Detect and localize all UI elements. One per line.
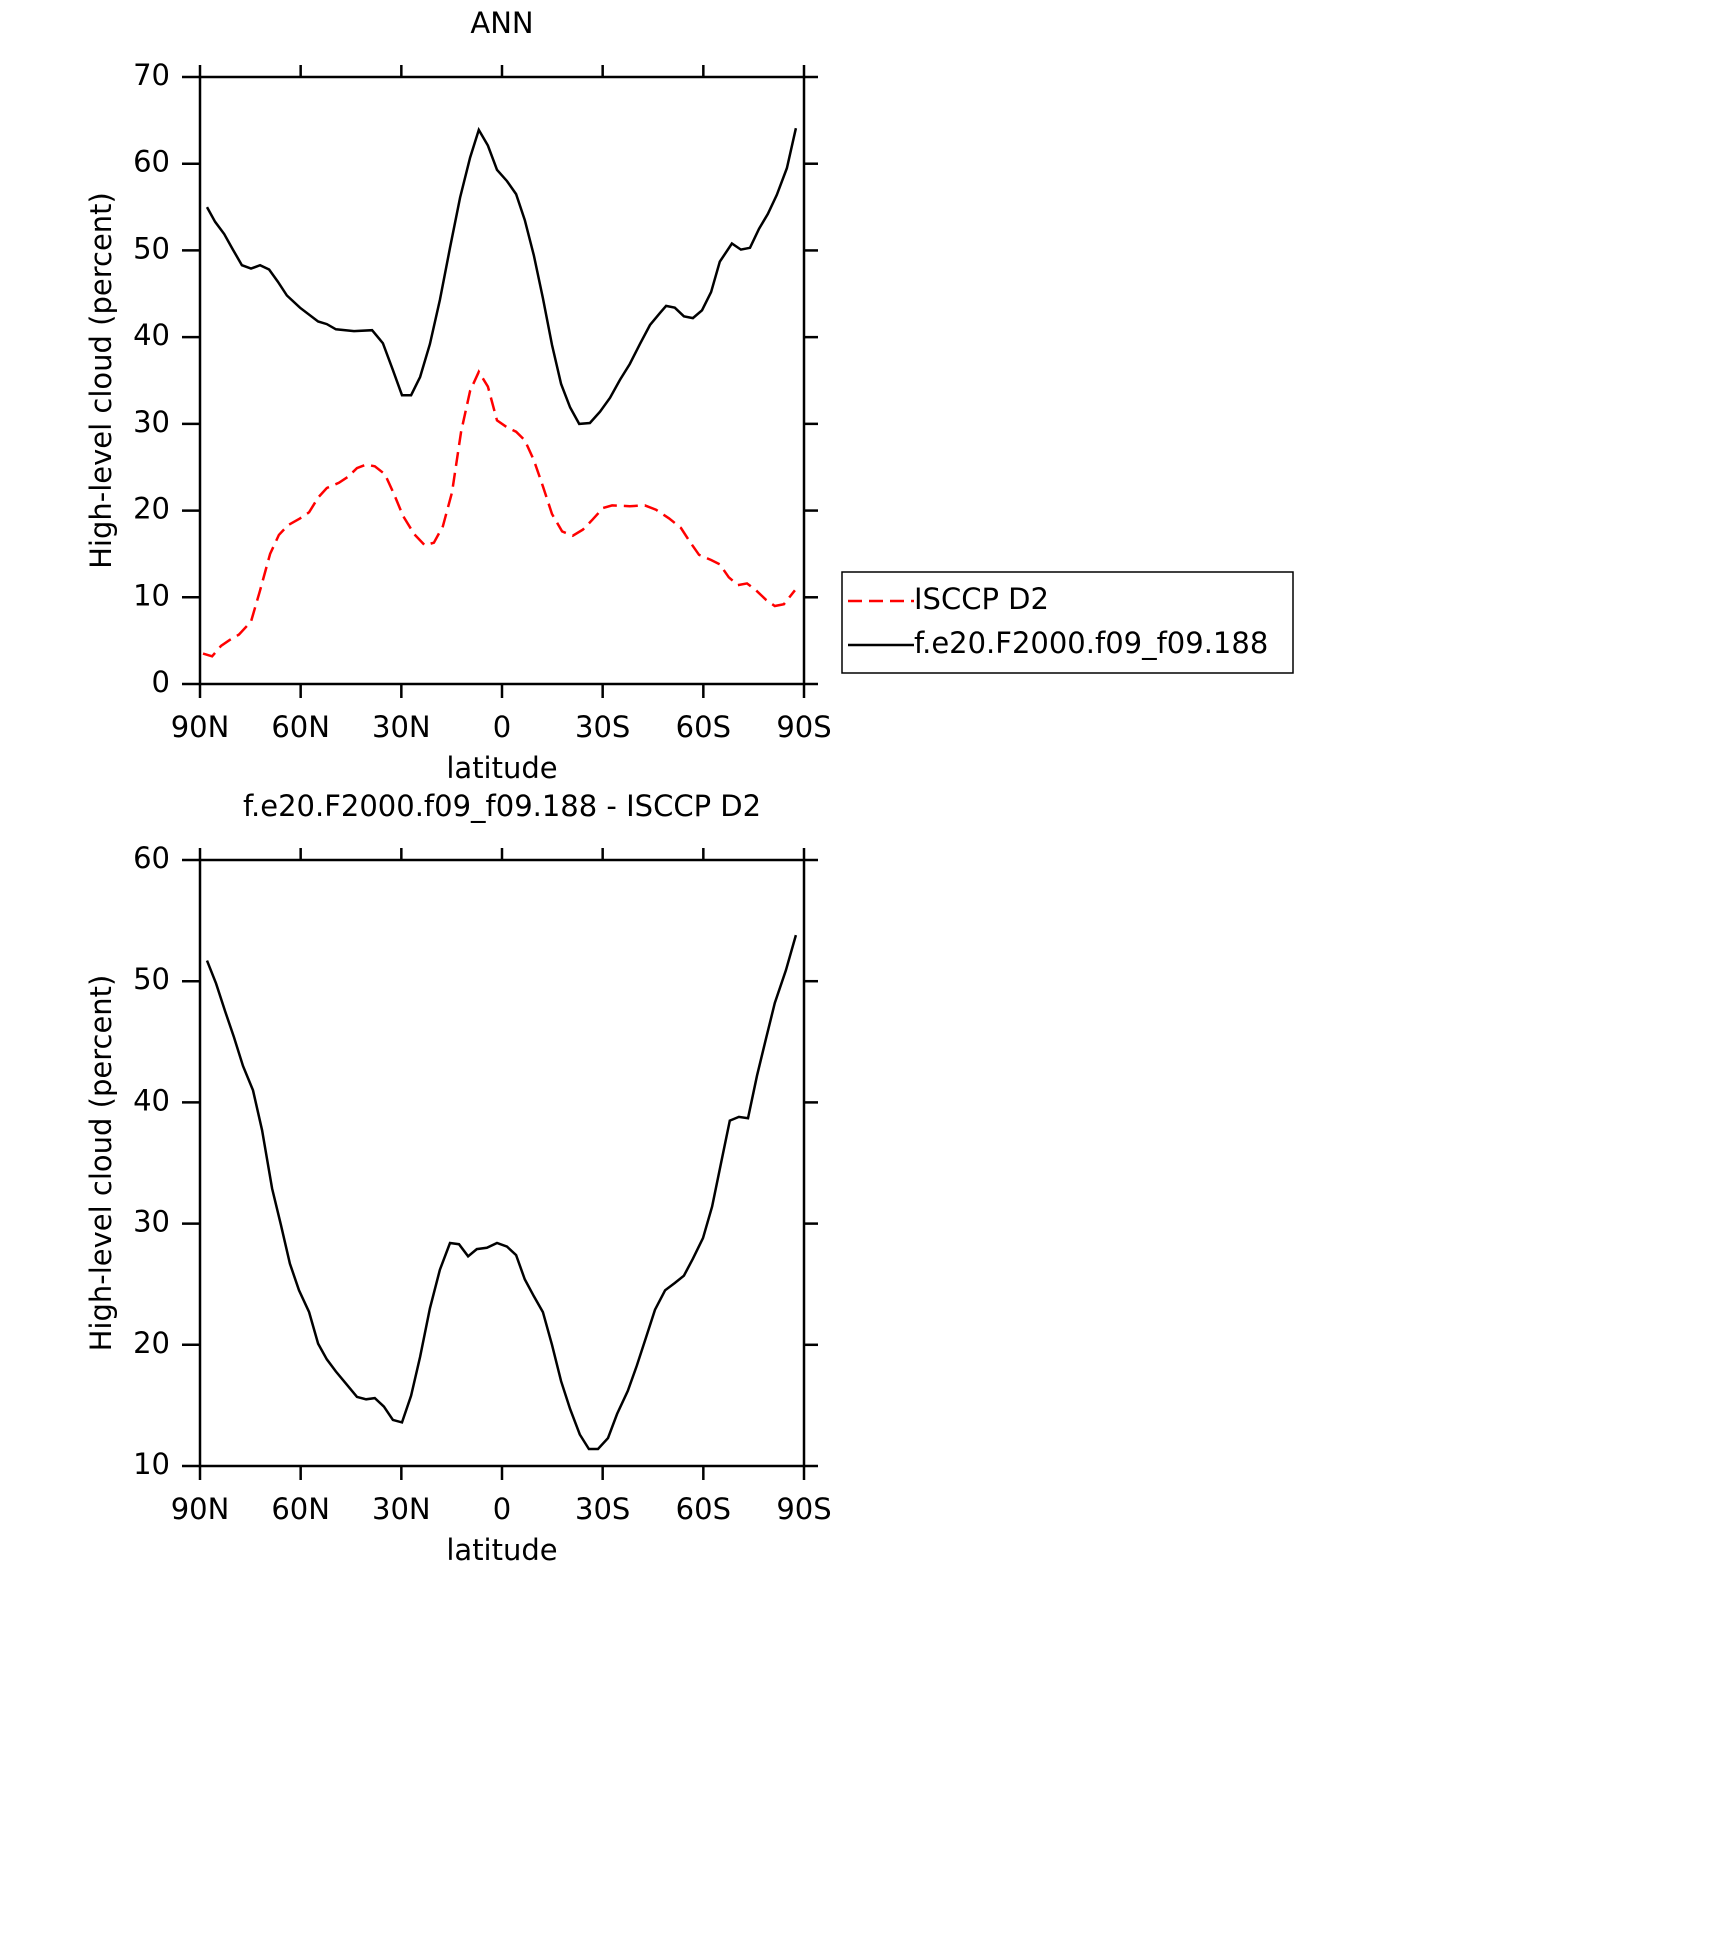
- y-tick-label: 30: [133, 405, 170, 439]
- y-tick-label: 70: [133, 58, 170, 92]
- chart-title: ANN: [470, 6, 533, 40]
- x-tick-label: 30S: [575, 710, 630, 744]
- data-line: [202, 369, 796, 658]
- plot-frame: [198, 858, 806, 1468]
- data-line: [205, 126, 798, 426]
- y-tick-label: 50: [133, 231, 170, 265]
- x-tick-label: 0: [493, 710, 511, 744]
- y-tick-label: 30: [133, 1205, 170, 1239]
- x-tick-label: 30S: [575, 1492, 630, 1526]
- y-axis-label: High-level cloud (percent): [84, 975, 118, 1352]
- x-tick-label: 60N: [271, 1492, 330, 1526]
- legend-label: ISCCP D2: [914, 582, 1049, 616]
- y-tick-label: 50: [133, 962, 170, 996]
- x-tick-label: 60S: [676, 1492, 731, 1526]
- y-tick-label: 10: [133, 578, 170, 612]
- x-tick-label: 90N: [171, 710, 230, 744]
- plot-frame: [198, 75, 806, 686]
- x-tick-label: 30N: [372, 710, 431, 744]
- data-line: [205, 934, 798, 1451]
- x-axis-label: latitude: [446, 751, 557, 785]
- x-tick-label: 60S: [676, 710, 731, 744]
- y-tick-label: 20: [133, 1326, 170, 1360]
- x-tick-label: 90N: [171, 1492, 230, 1526]
- legend-frame: [841, 571, 1294, 674]
- x-tick-label: 30N: [372, 1492, 431, 1526]
- y-tick-label: 40: [133, 318, 170, 352]
- x-tick-label: 0: [493, 1492, 511, 1526]
- y-tick-label: 40: [133, 1083, 170, 1117]
- x-tick-label: 90S: [776, 710, 831, 744]
- legend-label: f.e20.F2000.f09_f09.188: [914, 626, 1268, 660]
- y-tick-label: 10: [133, 1447, 170, 1481]
- chart-title: f.e20.F2000.f09_f09.188 - ISCCP D2: [243, 789, 761, 823]
- y-tick-label: 0: [152, 665, 170, 699]
- x-axis-label: latitude: [446, 1533, 557, 1567]
- y-tick-label: 60: [133, 145, 170, 179]
- y-tick-label: 60: [133, 841, 170, 875]
- x-tick-label: 60N: [271, 710, 330, 744]
- x-tick-label: 90S: [776, 1492, 831, 1526]
- y-tick-label: 20: [133, 492, 170, 526]
- y-axis-label: High-level cloud (percent): [84, 192, 118, 569]
